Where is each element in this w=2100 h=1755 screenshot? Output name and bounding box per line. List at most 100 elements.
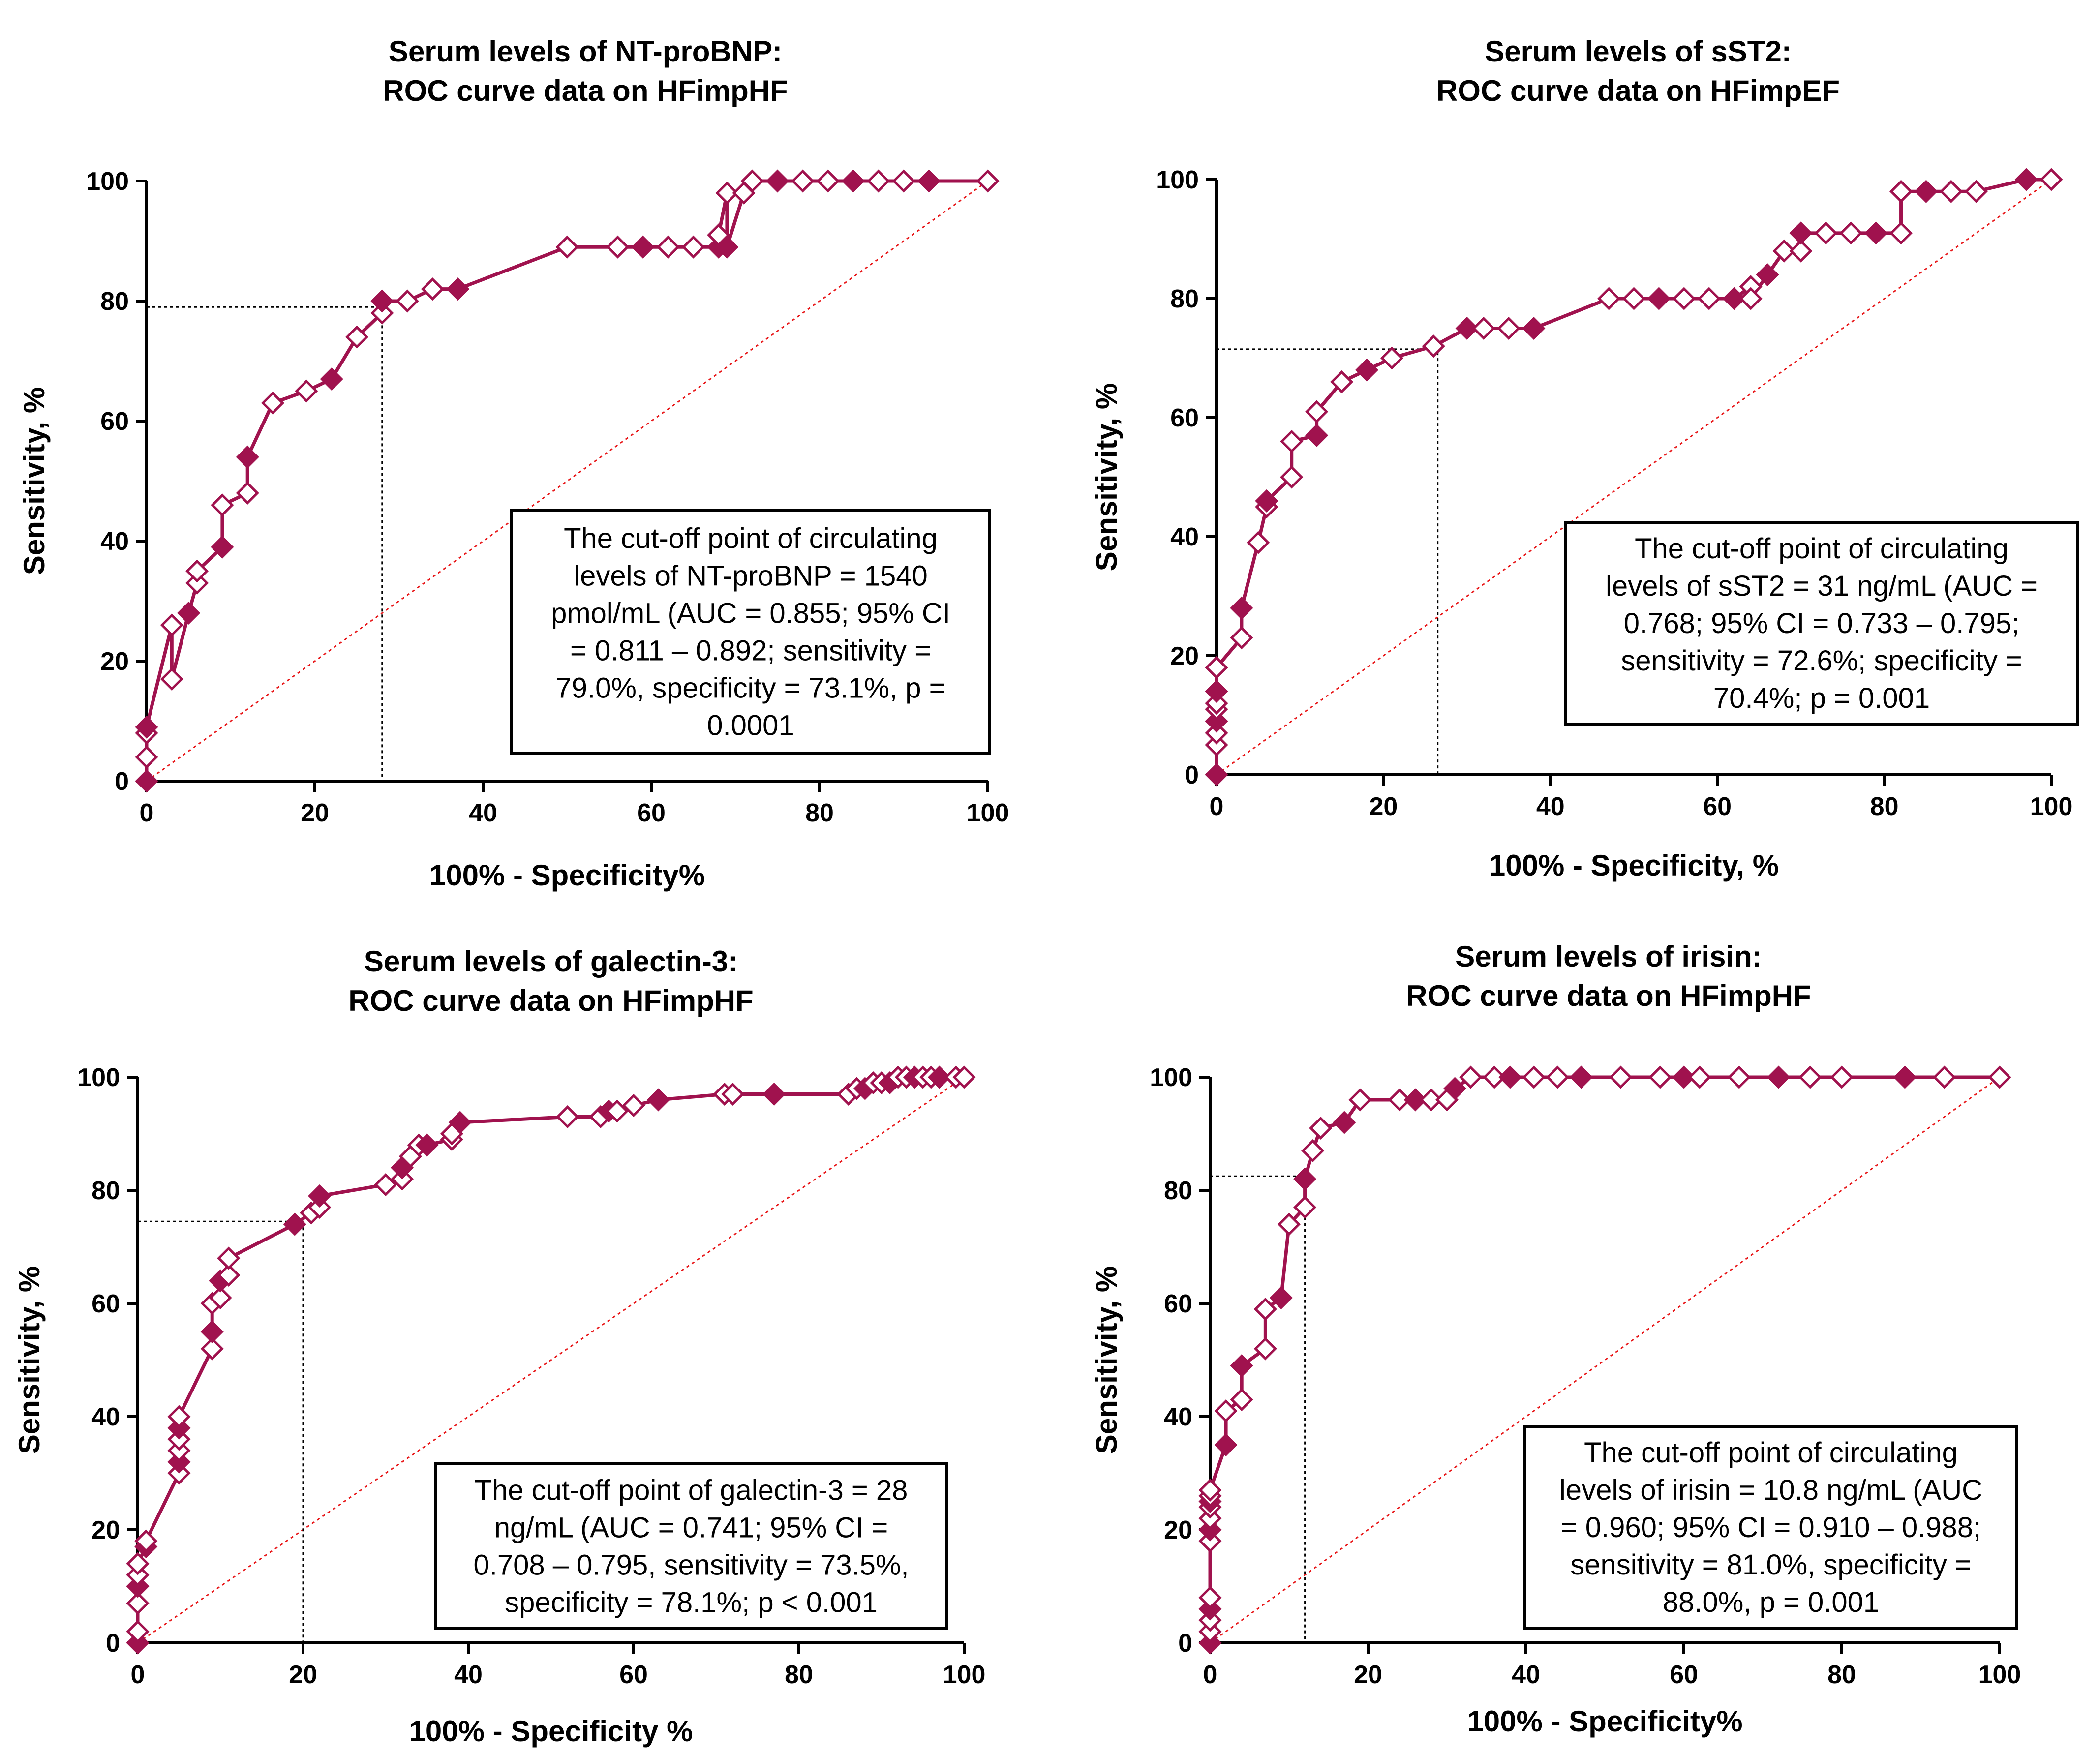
y-tick-label: 100	[1150, 1063, 1192, 1092]
annotation-line: 0.0001	[707, 710, 794, 742]
roc-point	[681, 235, 705, 259]
reference-diagonal	[1216, 179, 2052, 776]
y-axis-label: Sensitivity, %	[18, 387, 51, 575]
annotation-line: The cut-off point of circulating	[1584, 1437, 1958, 1469]
annotation-box	[510, 509, 991, 755]
roc-point	[1597, 287, 1621, 310]
x-tick-label: 20	[1354, 1661, 1382, 1689]
x-tick-label: 40	[1512, 1661, 1540, 1689]
x-tick-label: 60	[619, 1661, 648, 1689]
roc-point	[1497, 316, 1521, 340]
roc-point	[1253, 1297, 1277, 1321]
roc-point	[976, 169, 1000, 193]
roc-point	[1672, 287, 1696, 310]
chart-title-line: Serum levels of NT-proBNP:	[389, 35, 782, 68]
chart-title-line: ROC curve data on HFimpHF	[1406, 979, 1811, 1012]
roc-point	[1419, 1088, 1443, 1112]
roc-point	[217, 1263, 241, 1287]
roc-point	[1648, 1065, 1672, 1089]
y-tick-label: 80	[1164, 1177, 1192, 1205]
annotation-line: The cut-off point of circulating	[1635, 533, 2009, 565]
y-tick-label: 80	[100, 287, 129, 316]
roc-point	[1305, 424, 1329, 447]
annotation-line: 0.768; 95% CI = 0.733 – 0.795;	[1624, 607, 2020, 639]
roc-point	[1522, 316, 1546, 340]
roc-point	[1939, 180, 1963, 203]
x-axis-label: 100% - Specificity %	[409, 1715, 693, 1748]
roc-point	[791, 169, 815, 193]
roc-point	[1255, 489, 1278, 513]
x-axis-label: 100% - Specificity, %	[1489, 849, 1779, 882]
roc-point	[1889, 180, 1913, 203]
roc-point	[1309, 1116, 1333, 1140]
roc-point	[1205, 733, 1228, 757]
roc-point	[867, 169, 890, 193]
roc-point	[1472, 316, 1495, 340]
y-tick-label: 80	[91, 1177, 120, 1205]
roc-point	[160, 613, 183, 637]
roc-point	[765, 169, 790, 193]
roc-point	[1205, 692, 1228, 715]
y-tick-label: 40	[100, 527, 129, 556]
roc-point	[1269, 1286, 1293, 1310]
roc-point	[1459, 1065, 1483, 1089]
x-tick-label: 80	[1827, 1661, 1856, 1689]
roc-point	[646, 1088, 670, 1112]
annotation-line: sensitivity = 81.0%, specificity =	[1570, 1549, 1972, 1581]
roc-point	[200, 1337, 224, 1361]
roc-point	[1722, 287, 1746, 310]
roc-point	[1214, 1399, 1238, 1423]
roc-point	[135, 745, 158, 769]
annotation-box	[434, 1462, 948, 1630]
chart-title-line: ROC curve data on HFimpHF	[383, 74, 788, 107]
roc-point	[656, 235, 680, 259]
roc-point	[606, 235, 630, 259]
roc-point	[1889, 221, 1913, 245]
y-tick-label: 80	[1170, 285, 1199, 313]
roc-point	[2014, 168, 2038, 191]
roc-point	[1198, 1586, 1222, 1609]
chart-panel-2: Serum levels of sST2: ROC curve data on H…	[1090, 35, 2079, 882]
roc-point	[1756, 263, 1779, 287]
roc-point	[1609, 1065, 1633, 1089]
roc-point	[1893, 1065, 1917, 1089]
y-tick-label: 0	[115, 767, 129, 796]
roc-point	[1205, 709, 1228, 733]
roc-point	[211, 493, 234, 517]
roc-point	[1305, 400, 1329, 424]
roc-point	[1688, 1065, 1711, 1089]
annotation-box	[1564, 521, 2079, 726]
roc-point	[167, 1405, 191, 1428]
annotation-line: levels of irisin = 10.8 ng/mL (AUC	[1559, 1474, 1982, 1506]
roc-point	[345, 325, 369, 349]
y-tick-label: 60	[1170, 404, 1199, 432]
roc-point	[1727, 1065, 1751, 1089]
roc-point	[1280, 465, 1304, 489]
annotation-line: 88.0%, p = 0.001	[1663, 1586, 1879, 1618]
roc-point	[1247, 531, 1270, 554]
x-axis-label: 100% - Specificity%	[1467, 1705, 1742, 1738]
chart-panel-1: Serum levels of NT-proBNP: ROC curve data…	[18, 35, 1009, 892]
y-tick-label: 100	[1156, 166, 1199, 194]
roc-point	[370, 301, 394, 325]
roc-point	[1214, 1433, 1238, 1457]
cutoff-guide	[1217, 348, 1439, 775]
x-tick-label: 100	[967, 799, 1009, 827]
roc-point	[1933, 1065, 1956, 1089]
y-tick-label: 100	[77, 1063, 120, 1092]
roc-point	[211, 535, 234, 559]
roc-point	[448, 1111, 472, 1134]
roc-point	[1789, 221, 1813, 245]
x-tick-label: 60	[1703, 792, 1732, 821]
roc-point	[1230, 1388, 1253, 1412]
roc-point	[217, 1246, 241, 1270]
x-tick-label: 80	[805, 799, 834, 827]
annotation-line: specificity = 78.1%; p < 0.001	[505, 1587, 878, 1619]
roc-point	[134, 1529, 158, 1553]
x-tick-label: 80	[785, 1661, 813, 1689]
roc-point	[1839, 221, 1863, 245]
y-tick-label: 0	[106, 1629, 120, 1658]
roc-point	[135, 769, 158, 793]
roc-point	[715, 181, 739, 205]
roc-point	[917, 169, 941, 193]
